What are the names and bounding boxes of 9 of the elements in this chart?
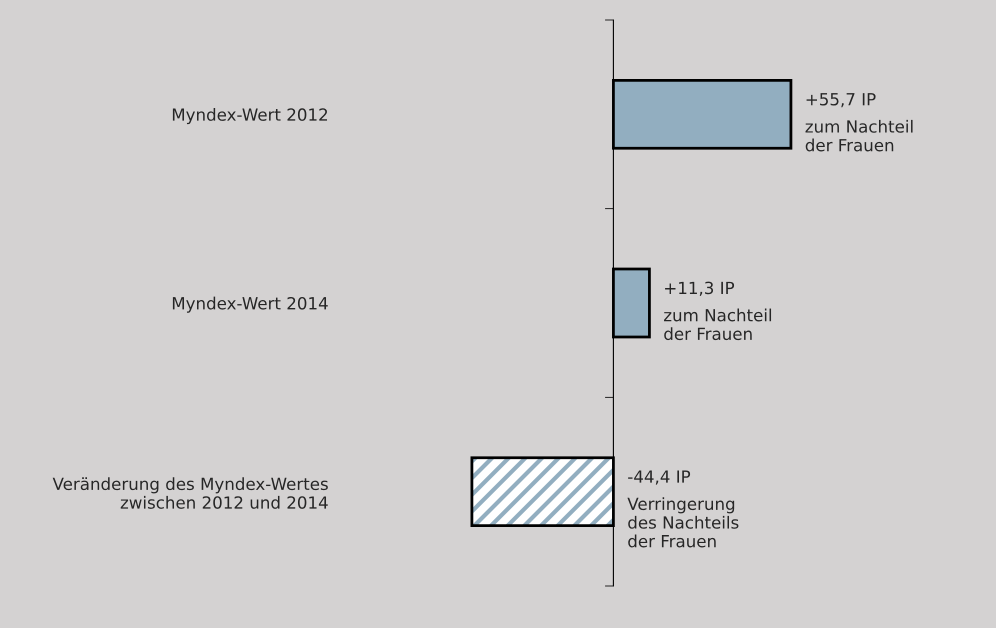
data-label: +11,3 IP [665, 282, 734, 296]
annotation: zum Nachteil der Frauen [664, 308, 772, 340]
y-tick-label: Myndex-Wert 2014 [172, 296, 328, 313]
data-label: +55,7 IP [806, 93, 876, 108]
annotation: Verringerung des Nachteils der Frauen [627, 497, 738, 548]
y-tick-label: Myndex-Wert 2012 [172, 108, 328, 124]
y-tick-label: Veränderung des Myndex-Wertes zwischen 2012 und 2014 [52, 477, 328, 509]
text: zum Nachteil der Frauen [806, 120, 913, 152]
data-label: -44,4 IP [628, 470, 690, 485]
